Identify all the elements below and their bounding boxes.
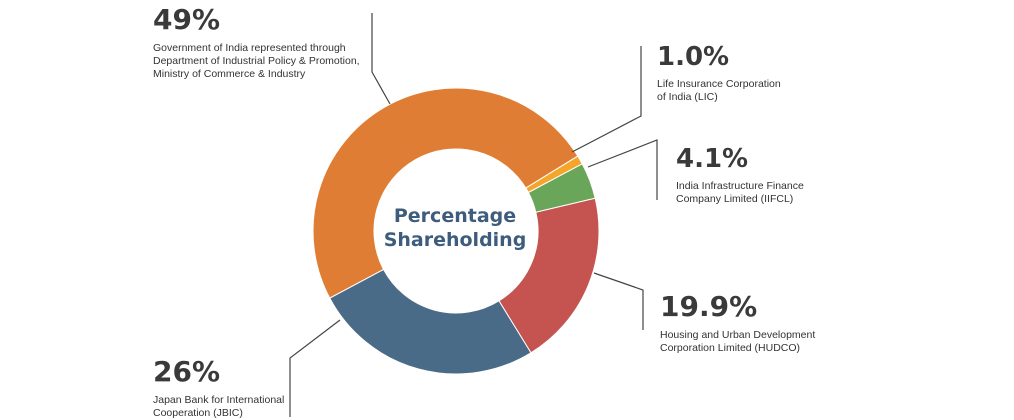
callout-hudco: 19.9% Housing and Urban Development Corp…: [660, 293, 815, 355]
center-title-line1: Percentage: [393, 205, 517, 227]
callout-goi-label-line2: Department of Industrial Policy & Promot…: [153, 55, 360, 68]
donut-slice-goi: [312, 87, 579, 299]
callout-iifcl-label-line2: Company Limited (IIFCL): [676, 193, 794, 206]
callout-lic-percent: 1.0%: [657, 42, 730, 72]
callout-goi-label-line3: Ministry of Commerce & Industry: [153, 68, 306, 81]
callout-iifcl-label: India Infrastructure Finance Company Lim…: [676, 180, 804, 206]
callout-hudco-percent: 19.9%: [660, 290, 758, 323]
chart-center-title: Percentage Shareholding: [365, 205, 545, 253]
leader-line-lic: [571, 46, 642, 153]
callout-iifcl-label-line1: India Infrastructure Finance: [676, 180, 804, 192]
callout-jbic-percent: 26%: [153, 355, 221, 388]
callout-goi: 49% Government of India represented thro…: [153, 6, 360, 81]
callout-lic-label-line1: Life Insurance Corporation: [657, 78, 781, 90]
callout-hudco-label-line2: Corporation Limited (HUDCO): [660, 342, 801, 355]
callout-lic-label: Life Insurance Corporation of India (LIC…: [657, 78, 781, 104]
center-title-line2: Shareholding: [383, 228, 527, 251]
leader-line-hudco: [593, 272, 644, 330]
callout-goi-label-line1: Government of India represented through: [153, 42, 346, 54]
callout-jbic: 26% Japan Bank for International Coopera…: [153, 358, 284, 420]
callout-goi-label: Government of India represented through …: [153, 42, 360, 81]
donut-slice-jbic: [329, 268, 532, 375]
leader-line-goi: [371, 13, 391, 105]
callout-iifcl: 4.1% India Infrastructure Finance Compan…: [676, 146, 804, 206]
callout-iifcl-percent: 4.1%: [676, 144, 749, 174]
leader-line-iifcl: [587, 139, 658, 200]
callout-lic: 1.0% Life Insurance Corporation of India…: [657, 44, 781, 104]
callout-hudco-label: Housing and Urban Development Corporatio…: [660, 329, 815, 355]
callout-jbic-label-line1: Japan Bank for International: [153, 394, 285, 406]
callout-jbic-label-line2: Cooperation (JBIC): [153, 407, 243, 420]
callout-hudco-label-line1: Housing and Urban Development: [660, 329, 816, 341]
callout-lic-label-line2: of India (LIC): [657, 91, 718, 104]
leader-line-jbic: [289, 319, 341, 417]
callout-jbic-label: Japan Bank for International Cooperation…: [153, 394, 284, 420]
callout-goi-percent: 49%: [153, 3, 221, 36]
